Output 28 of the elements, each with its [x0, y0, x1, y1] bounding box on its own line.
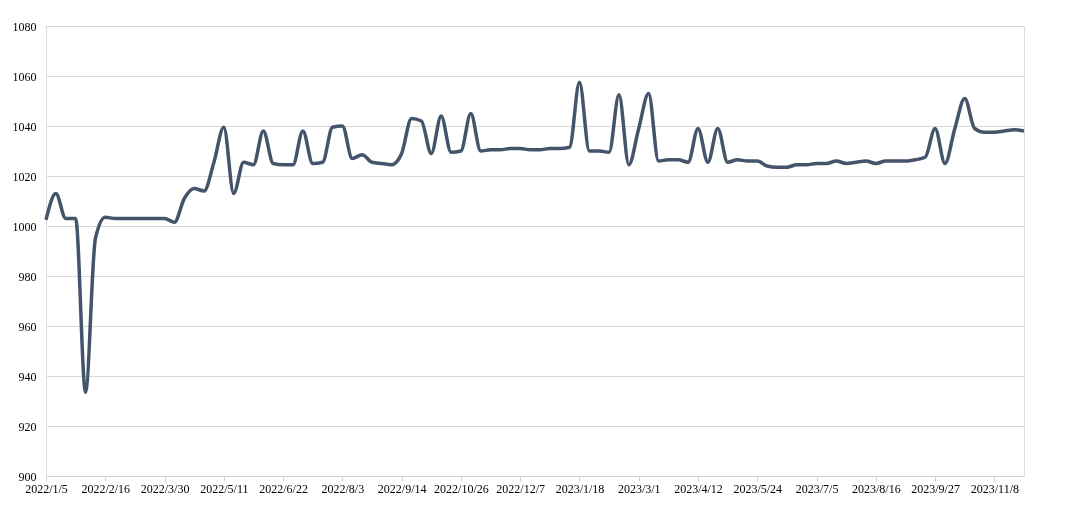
x-tick-label: 2022/2/16: [81, 481, 131, 496]
x-tick-label: 2023/8/16: [851, 481, 901, 496]
x-tick-label: 2022/10/26: [434, 481, 489, 496]
y-tick-label: 1000: [12, 219, 37, 234]
y-tick-label: 1020: [12, 169, 37, 184]
x-tick-label: 2022/8/3: [321, 481, 365, 496]
x-tick-label: 2022/3/30: [140, 481, 190, 496]
y-tick-label: 920: [18, 419, 37, 434]
y-tick-label: 1040: [12, 119, 37, 134]
x-tick-label: 2022/1/5: [25, 481, 68, 496]
y-tick-label: 960: [18, 319, 37, 334]
y-tick-label: 980: [18, 269, 37, 284]
x-tick-label: 2022/12/7: [496, 481, 546, 496]
x-tick-label: 2023/1/18: [555, 481, 605, 496]
x-tick-label: 2023/7/5: [795, 481, 839, 496]
x-tick-label: 2023/9/27: [911, 481, 960, 496]
y-tick-label: 900: [18, 469, 37, 484]
x-tick-label: 2023/5/24: [733, 481, 783, 496]
x-tick-label: 2022/5/11: [200, 481, 249, 496]
y-tick-label: 1060: [12, 69, 37, 84]
line-series: [44, 80, 1026, 394]
y-tick-label: 940: [18, 369, 37, 384]
x-tick-label: 2023/11/8: [970, 481, 1019, 496]
x-tick-label: 2022/9/14: [377, 481, 427, 496]
x-tick-label: 2023/4/12: [674, 481, 723, 496]
x-tick-label: 2023/3/1: [617, 481, 661, 496]
x-tick-label: 2022/6/22: [259, 481, 308, 496]
y-tick-label: 1080: [12, 19, 37, 34]
